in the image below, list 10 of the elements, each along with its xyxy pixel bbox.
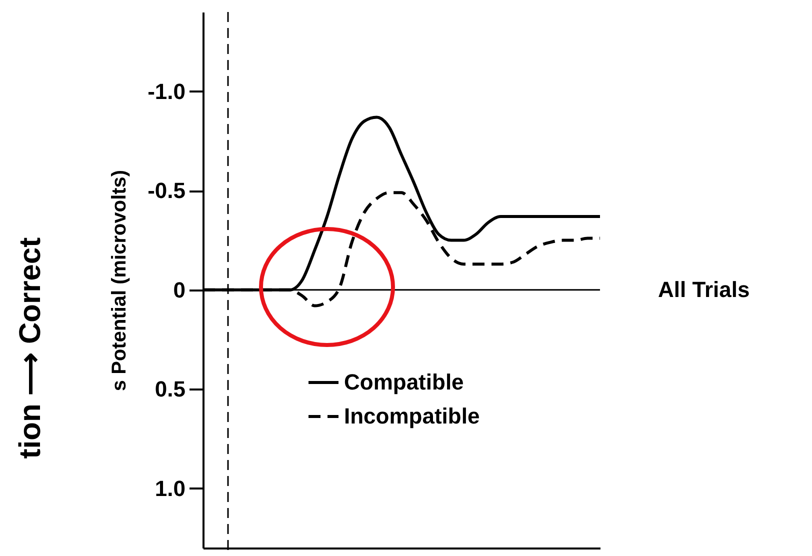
y-tick-label: -1.0 <box>148 78 186 104</box>
y-tick-label: 0 <box>173 277 186 302</box>
text: All Trials <box>658 277 750 303</box>
legend-label: Incompatible <box>344 404 480 428</box>
y-tick-label: 0.5 <box>154 376 186 402</box>
text: tion ⟶ Correct <box>13 236 48 461</box>
y-tick-label: 1.0 <box>154 476 186 501</box>
legend-label: Compatible <box>344 370 464 394</box>
y-axis-title: s Potential (microvolts) <box>108 170 131 392</box>
y-tick-label: -0.5 <box>148 178 186 204</box>
